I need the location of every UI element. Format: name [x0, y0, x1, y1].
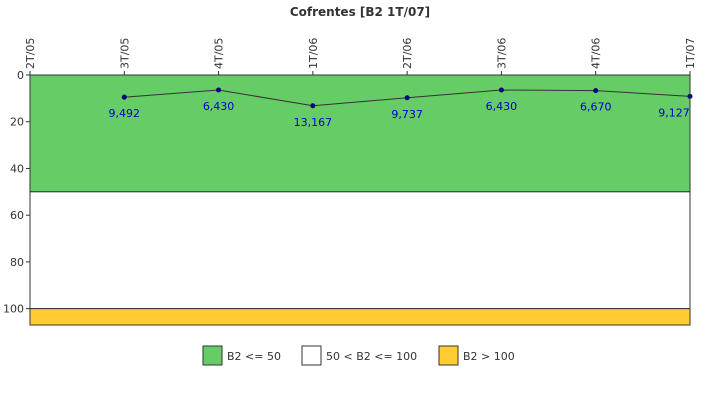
- y-tick-label: 100: [3, 303, 24, 316]
- data-point: [216, 87, 222, 93]
- x-tick-label: 1T/07: [684, 38, 697, 69]
- data-label: 6,430: [203, 100, 235, 113]
- legend-swatch: [202, 345, 223, 366]
- data-label: 13,167: [294, 116, 333, 129]
- x-tick-label: 2T/06: [401, 38, 414, 69]
- y-tick-label: 60: [10, 209, 24, 222]
- chart-title: Cofrentes [B2 1T/07]: [290, 5, 430, 19]
- legend-swatch: [301, 345, 322, 366]
- x-tick-label: 2T/05: [24, 38, 37, 69]
- band-1: [29, 191, 691, 310]
- y-tick-label: 20: [10, 116, 24, 129]
- x-tick-label: 4T/06: [590, 38, 603, 69]
- series-line: 9,492 6,430 13,167 9,737 6,430 6,670 9,127: [109, 87, 693, 129]
- data-label: 9,127: [658, 106, 690, 119]
- band-0: [29, 74, 691, 193]
- y-tick-label: 80: [10, 256, 24, 269]
- x-tick-label: 4T/05: [213, 38, 226, 69]
- y-tick-label: 40: [10, 162, 24, 175]
- data-point: [121, 94, 127, 100]
- data-point: [498, 87, 504, 93]
- x-tick-label: 3T/06: [495, 38, 508, 69]
- data-label: 6,430: [486, 100, 518, 113]
- legend-swatch: [438, 345, 459, 366]
- legend-label: 50 < B2 <= 100: [326, 350, 417, 363]
- x-axis: 2T/05 3T/05 4T/05 1T/06 2T/06 3T/06 4T/06 1T/07: [24, 38, 697, 75]
- legend-label: B2 > 100: [463, 350, 515, 363]
- y-axis: 0 20 40 60 80 100: [3, 69, 30, 316]
- data-label: 9,492: [109, 107, 141, 120]
- x-tick-label: 1T/06: [307, 38, 320, 69]
- data-label: 9,737: [391, 108, 423, 121]
- plot-frame: [29, 74, 691, 326]
- band-2: [29, 308, 691, 326]
- legend: B2 <= 50 50 < B2 <= 100 B2 > 100: [202, 345, 515, 366]
- threshold-bands: [29, 74, 691, 326]
- data-point: [404, 95, 410, 101]
- data-point: [310, 103, 316, 109]
- x-tick-label: 3T/05: [118, 38, 131, 69]
- data-label: 6,670: [580, 101, 612, 114]
- data-point: [593, 88, 599, 94]
- legend-label: B2 <= 50: [227, 350, 281, 363]
- y-tick-label: 0: [17, 69, 24, 82]
